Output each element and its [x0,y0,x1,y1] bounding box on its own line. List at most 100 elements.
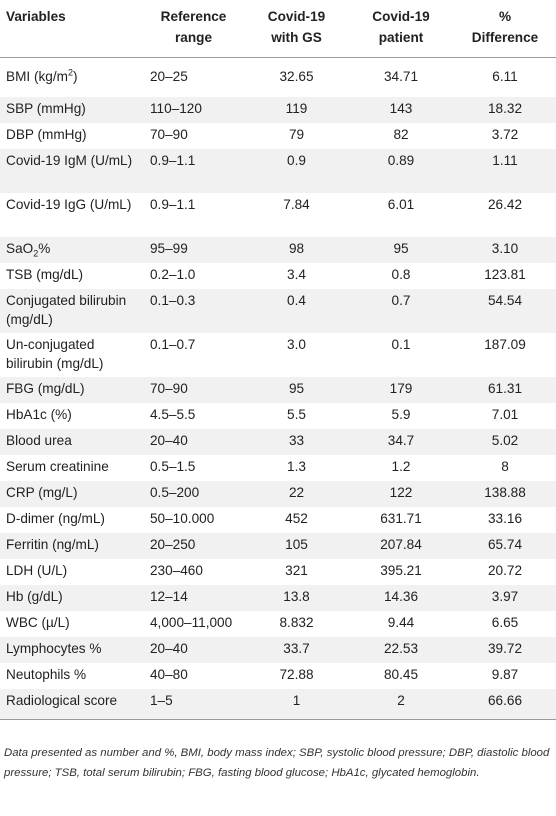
table-row: Covid-19 IgM (U/mL) 0.9–1.1 0.9 0.89 1.11 [0,148,556,193]
covid-gs-cell: 321 [285,562,308,578]
difference-cell: 6.11 [492,68,518,84]
covid-patient-cell: 34.71 [383,68,419,84]
variable-cell: TSB (mg/dL) [6,266,84,282]
table-row: Blood urea 20–40 33 34.7 5.02 [0,428,556,455]
reference-range-cell: 40–80 [150,666,188,682]
table-row: TSB (mg/dL) 0.2–1.0 3.4 0.8 123.81 [0,263,556,289]
variable-cell: HbA1c (%) [6,406,72,422]
covid-gs-cell: 3.0 [287,336,306,352]
header-percent-difference: % Difference [454,0,556,58]
covid-gs-cell: 95 [245,376,348,403]
covid-gs-cell: 13.8 [245,584,348,611]
difference-cell: 39.72 [454,636,556,663]
variable-cell: Un-conjugated bilirubin (mg/dL) [6,336,104,372]
variable-cell: Neutophils % [6,666,87,682]
covid-patient-cell: 14.36 [348,584,454,611]
table-row: D-dimer (ng/mL) 50–10.000 452 631.71 33.16 [0,507,556,533]
table-row: FBG (mg/dL) 70–90 95 179 61.31 [0,376,556,403]
difference-cell: 138.88 [454,480,556,507]
covid-patient-cell: 395.21 [380,562,422,578]
covid-patient-cell: 5.9 [391,406,411,422]
difference-cell: 187.09 [484,336,526,352]
covid-gs-cell: 105 [245,532,348,559]
table-row: Serum creatinine 0.5–1.5 1.3 1.2 8 [0,455,556,481]
table-row: Lymphocytes % 20–40 33.7 22.53 39.72 [0,636,556,663]
header-row: Variables Reference range Covid-19 with GS… [0,0,556,58]
table-row: BMI (kg/m2) 20–25 32.65 34.71 6.11 [0,57,556,97]
header-covid-with-gs: Covid-19 with GS [245,0,348,58]
table-header: Variables Reference range Covid-19 with GS… [0,0,556,58]
variable-cell: LDH (U/L) [6,562,68,578]
reference-range-cell: 0.1–0.7 [150,336,196,352]
variable-cell: Covid-19 IgG (U/mL) [6,196,132,212]
covid-gs-cell: 3.4 [287,266,306,282]
table-row: HbA1c (%) 4.5–5.5 5.5 5.9 7.01 [0,403,556,429]
covid-patient-cell: 22.53 [348,636,454,663]
table-row: Neutophils % 40–80 72.88 80.45 9.87 [0,663,556,689]
variable-cell: Radiological score [0,688,142,720]
variable-cell: Ferritin (ng/mL) [0,532,142,559]
variable-cell: SaO2% [0,236,142,263]
variable-cell: Conjugated bilirubin (mg/dL) [0,288,142,333]
reference-range-cell: 20–250 [142,532,245,559]
table-footnote: Data presented as number and %, BMI, bod… [4,747,550,779]
difference-cell: 61.31 [454,376,556,403]
difference-cell: 65.74 [454,532,556,559]
covid-patient-cell: 6.01 [387,196,415,212]
reference-range-cell: 0.2–1.0 [150,266,196,282]
covid-patient-cell: 0.89 [348,148,454,193]
reference-range-cell: 50–10.000 [150,510,215,526]
variable-cell: D-dimer (ng/mL) [6,510,105,526]
covid-patient-cell: 2 [348,688,454,720]
covid-gs-cell: 0.4 [245,288,348,333]
covid-gs-cell: 119 [245,96,348,123]
covid-patient-cell: 34.7 [348,428,454,455]
covid-patient-cell: 207.84 [348,532,454,559]
reference-range-cell: 20–40 [142,428,245,455]
variable-cell: FBG (mg/dL) [0,376,142,403]
covid-gs-cell: 33 [245,428,348,455]
difference-cell: 6.65 [491,614,519,630]
reference-range-cell: 20–25 [150,68,188,84]
reference-range-cell: 0.5–200 [142,480,245,507]
variable-cell: BMI (kg/m2) [6,66,78,84]
table-row: Hb (g/dL) 12–14 13.8 14.36 3.97 [0,584,556,611]
difference-cell: 123.81 [484,266,526,282]
difference-cell: 66.66 [454,688,556,720]
covid-gs-cell: 7.84 [283,196,310,212]
header-variables: Variables [0,0,142,58]
covid-gs-cell: 72.88 [279,666,314,682]
reference-range-cell: 1–5 [142,688,245,720]
table-row: Ferritin (ng/mL) 20–250 105 207.84 65.74 [0,532,556,559]
reference-range-cell: 230–460 [150,562,203,578]
reference-range-cell: 70–90 [142,376,245,403]
reference-range-cell: 12–14 [142,584,245,611]
table-row: DBP (mmHg) 70–90 79 82 3.72 [0,123,556,149]
reference-range-cell: 110–120 [142,96,245,123]
covid-gs-cell: 33.7 [245,636,348,663]
variable-cell: Covid-19 IgM (U/mL) [0,148,142,193]
table-row: Un-conjugated bilirubin (mg/dL) 0.1–0.7 3.… [0,333,556,377]
covid-patient-cell: 95 [348,236,454,263]
covid-patient-cell: 122 [348,480,454,507]
variable-cell: Serum creatinine [6,458,109,474]
table-row: CRP (mg/L) 0.5–200 22 122 138.88 [0,480,556,507]
difference-cell: 18.32 [454,96,556,123]
difference-cell: 26.42 [487,196,523,212]
table-row: Covid-19 IgG (U/mL) 0.9–1.1 7.84 6.01 26.42 [0,193,556,237]
difference-cell: 1.11 [454,148,556,193]
covid-patient-cell: 80.45 [383,666,419,682]
covid-gs-cell: 79 [288,126,305,142]
covid-gs-cell: 8.832 [279,614,314,630]
reference-range-cell: 20–40 [142,636,245,663]
table-row: Conjugated bilirubin (mg/dL) 0.1–0.3 0.4 0.… [0,288,556,333]
table-row: SBP (mmHg) 110–120 119 143 18.32 [0,96,556,123]
table-row: SaO2% 95–99 98 95 3.10 [0,236,556,263]
variable-cell: Hb (g/dL) [0,584,142,611]
reference-range-cell: 0.5–1.5 [150,458,196,474]
covid-patient-cell: 179 [348,376,454,403]
table-row: LDH (U/L) 230–460 321 395.21 20.72 [0,559,556,585]
variable-cell: Blood urea [0,428,142,455]
variable-cell: CRP (mg/L) [0,480,142,507]
